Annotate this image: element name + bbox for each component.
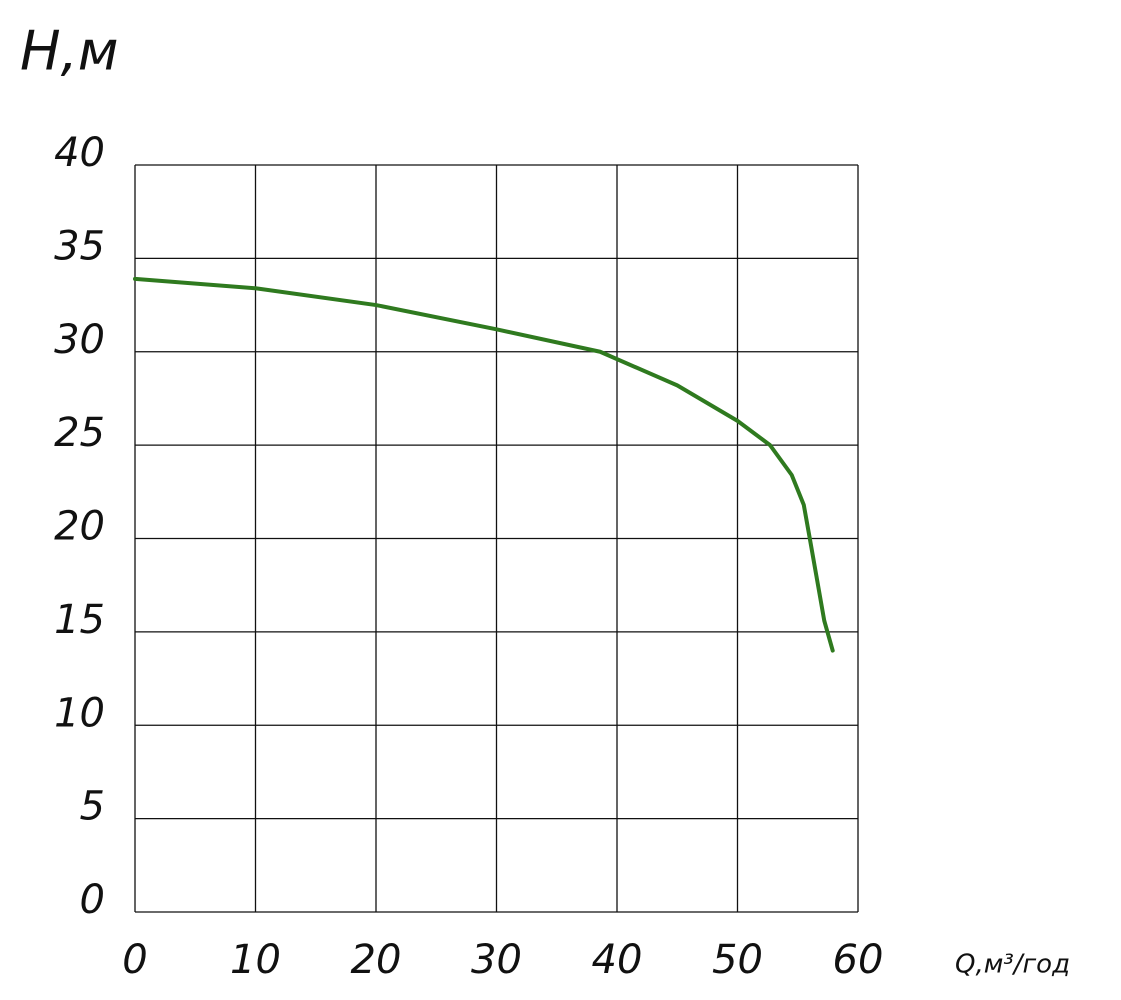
x-tick-label: 30 — [471, 937, 522, 983]
y-tick-label: 0 — [80, 877, 105, 923]
line — [133, 276, 835, 653]
y-axis-label: H,м — [20, 20, 119, 83]
x-tick-label: 20 — [351, 937, 402, 983]
y-tick-label: 20 — [54, 504, 105, 550]
y-tick-label: 30 — [54, 317, 105, 363]
y-tick-label: 5 — [80, 784, 105, 830]
x-tick-label: 40 — [592, 937, 643, 983]
x-tick-label: 10 — [230, 937, 281, 983]
y-tick-label: 35 — [54, 223, 105, 269]
y-tick-label: 25 — [54, 410, 105, 456]
x-tick-label: 60 — [833, 937, 884, 983]
y-tick-label: 15 — [54, 597, 105, 643]
y-tick-label: 40 — [54, 130, 105, 176]
x-axis-label: Q,м³/год — [955, 950, 1070, 980]
x-tick-label: 50 — [712, 937, 763, 983]
x-tick-label: 0 — [122, 937, 147, 983]
y-tick-label: 10 — [54, 690, 105, 736]
